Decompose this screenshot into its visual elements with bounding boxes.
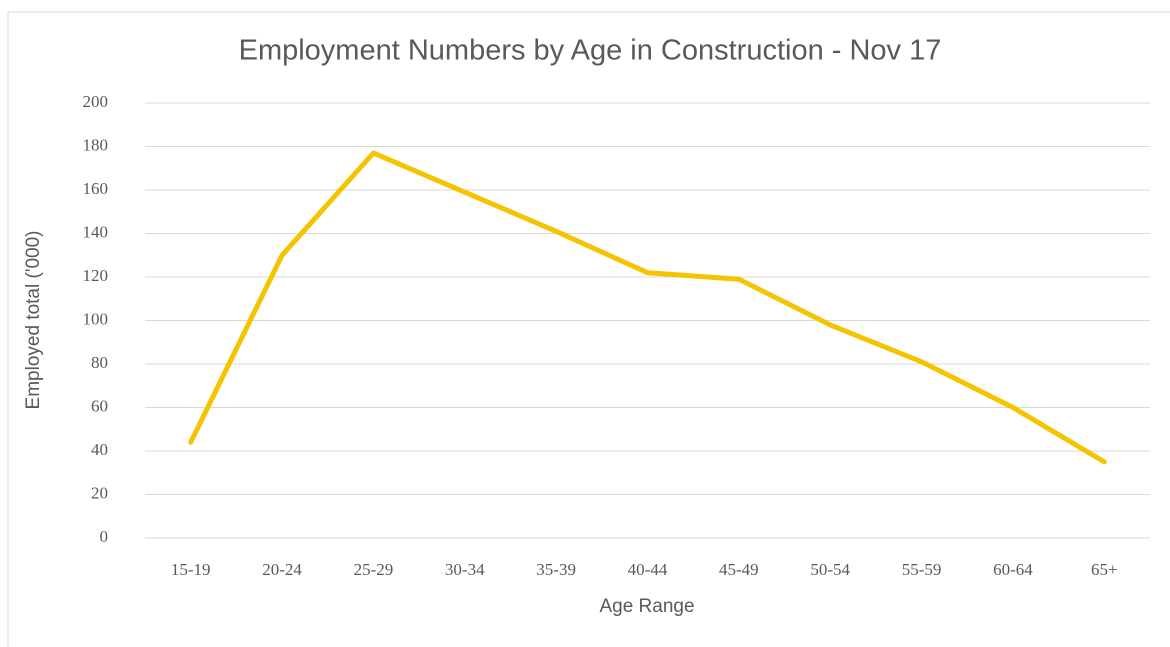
data-line — [188, 150, 1107, 465]
x-tick-label: 25-29 — [354, 560, 394, 579]
y-tick-label: 60 — [91, 396, 108, 415]
x-tick-label: 15-19 — [171, 560, 211, 579]
y-tick-label: 40 — [91, 440, 108, 459]
x-tick-label: 35-39 — [536, 560, 576, 579]
y-tick-label: 180 — [83, 135, 109, 154]
chart-frame — [7, 11, 1170, 647]
y-tick-label: 140 — [83, 222, 109, 241]
y-axis-title: Employed total ('000) — [23, 231, 44, 410]
x-tick-label: 65+ — [1091, 560, 1118, 579]
y-tick-label: 200 — [83, 92, 109, 111]
y-tick-label: 100 — [83, 309, 109, 328]
y-tick-label: 160 — [83, 179, 109, 198]
x-tick-label: 55-59 — [902, 560, 942, 579]
chart-title: Employment Numbers by Age in Constructio… — [239, 35, 942, 67]
x-tick-label: 60-64 — [993, 560, 1033, 579]
y-tick-label: 120 — [83, 266, 109, 285]
x-tick-label: 40-44 — [628, 560, 668, 579]
x-axis-title: Age Range — [599, 596, 694, 617]
y-tick-label: 0 — [100, 527, 109, 546]
y-tick-label: 20 — [91, 483, 108, 502]
y-tick-label: 80 — [91, 353, 108, 372]
x-tick-label: 20-24 — [262, 560, 302, 579]
x-tick-label: 50-54 — [810, 560, 850, 579]
x-tick-label: 30-34 — [445, 560, 485, 579]
x-tick-label: 45-49 — [719, 560, 759, 579]
